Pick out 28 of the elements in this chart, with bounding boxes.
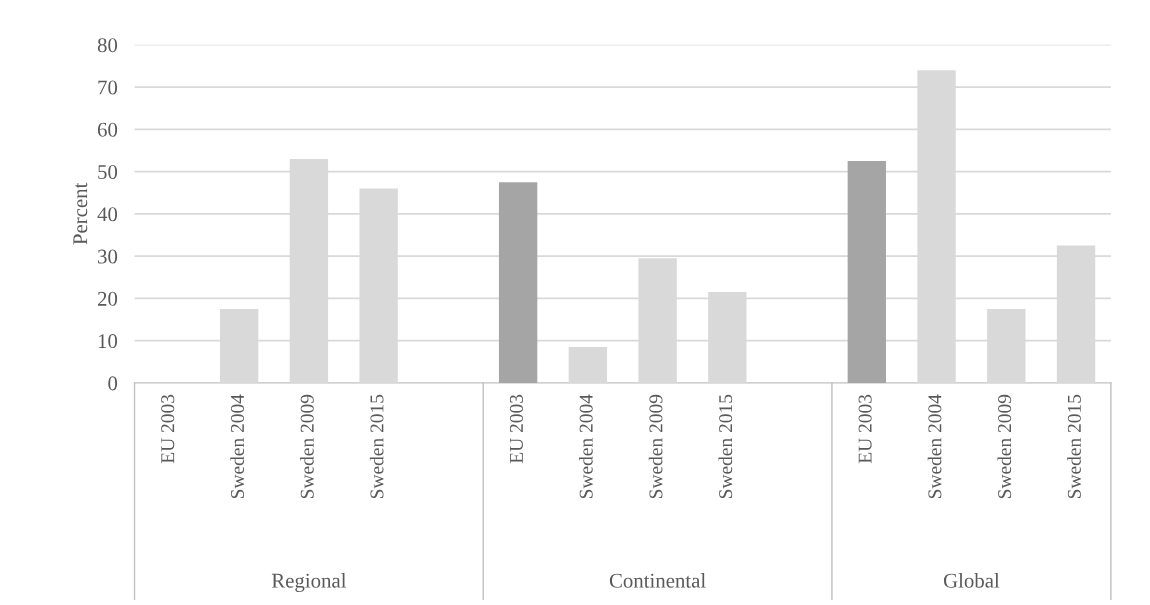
text: Regional <box>271 573 347 592</box>
x-tick-label: Sweden 2009 <box>997 394 1012 499</box>
x-tick-label: Sweden 2004 <box>230 394 245 499</box>
y-axis-title: Percent <box>73 182 88 245</box>
y-tick-label: 0 <box>108 376 118 391</box>
x-tick-label: Sweden 2009 <box>300 394 314 499</box>
text: Continental <box>609 573 706 588</box>
y-tick-label: 60 <box>97 122 118 137</box>
x-tick-label: Sweden 2004 <box>579 394 593 499</box>
x-tick-label: Sweden 2015 <box>718 394 733 499</box>
y-tick-label: 30 <box>98 249 118 264</box>
bar <box>847 161 886 383</box>
y-tick-label: 40 <box>97 207 118 222</box>
x-tick-label: Sweden 2004 <box>927 394 942 499</box>
x-tick-label: EU 2003 <box>858 394 872 464</box>
bar <box>498 182 538 383</box>
text: Global <box>943 573 1000 588</box>
x-tick-label: Sweden 2009 <box>648 394 663 499</box>
bar <box>568 347 608 383</box>
y-tick-label: 50 <box>98 164 118 180</box>
x-tick-label: EU 2003 <box>509 394 523 464</box>
y-tick-label: 70 <box>98 80 118 95</box>
x-tick-label: Sweden 2015 <box>369 394 384 499</box>
y-tick-label: 20 <box>97 291 118 306</box>
y-tick-label: 10 <box>98 334 118 349</box>
x-tick-label: Sweden 2015 <box>1067 394 1081 499</box>
y-tick-label: 80 <box>97 38 118 53</box>
x-tick-label: EU 2003 <box>161 394 175 464</box>
